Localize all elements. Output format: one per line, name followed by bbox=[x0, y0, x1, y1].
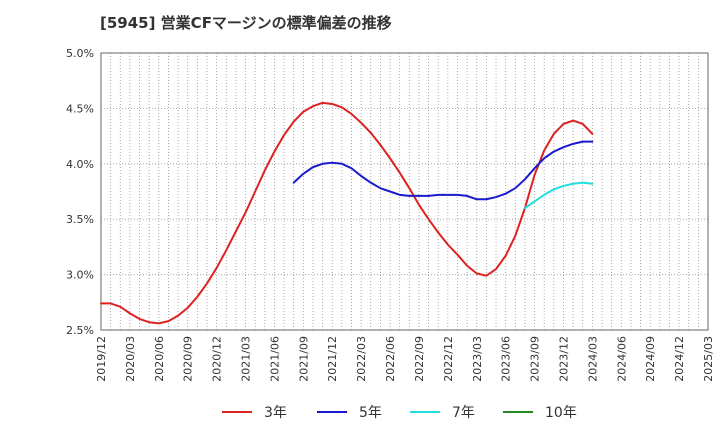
x-tick-label: 2022/03 bbox=[355, 336, 368, 382]
x-tick-label: 2023/12 bbox=[557, 336, 570, 382]
y-tick-label: 2.5% bbox=[66, 324, 94, 337]
x-tick-label: 2023/03 bbox=[471, 336, 484, 382]
y-tick-label: 4.5% bbox=[66, 102, 94, 115]
plot-area bbox=[100, 52, 709, 331]
x-tick-label: 2021/03 bbox=[240, 336, 253, 382]
x-tick-label: 2020/12 bbox=[211, 336, 224, 382]
y-tick-label: 5.0% bbox=[66, 47, 94, 60]
y-tick-label: 3.5% bbox=[66, 213, 94, 226]
x-tick-label: 2019/12 bbox=[95, 336, 108, 382]
x-tick-label: 2024/09 bbox=[644, 336, 657, 382]
legend-label: 10年 bbox=[545, 405, 577, 421]
x-tick-label: 2022/12 bbox=[442, 336, 455, 382]
legend-label: 7年 bbox=[452, 405, 475, 421]
x-tick-label: 2022/09 bbox=[413, 336, 426, 382]
x-tick-label: 2023/06 bbox=[500, 336, 513, 382]
x-tick-label: 2024/06 bbox=[615, 336, 628, 382]
x-tick-label: 2021/12 bbox=[326, 336, 339, 382]
y-tick-label: 4.0% bbox=[66, 158, 94, 171]
legend-label: 5年 bbox=[359, 405, 382, 421]
y-tick-label: 3.0% bbox=[66, 269, 94, 282]
x-tick-label: 2023/09 bbox=[529, 336, 542, 382]
x-tick-label: 2022/06 bbox=[384, 336, 397, 382]
x-tick-label: 2024/12 bbox=[673, 336, 686, 382]
x-tick-label: 2024/03 bbox=[586, 336, 599, 382]
chart-title: [5945] 営業CFマージンの標準偏差の推移 bbox=[100, 14, 392, 32]
legend-label: 3年 bbox=[264, 405, 287, 421]
x-tick-label: 2020/06 bbox=[153, 336, 166, 382]
series-line bbox=[292, 140, 594, 201]
x-tick-label: 2025/03 bbox=[702, 336, 715, 382]
x-tick-label: 2020/09 bbox=[182, 336, 195, 382]
series-line bbox=[100, 101, 594, 325]
x-tick-label: 2020/03 bbox=[124, 336, 137, 382]
x-tick-label: 2021/09 bbox=[297, 336, 310, 382]
x-tick-label: 2021/06 bbox=[268, 336, 281, 382]
series-line bbox=[523, 181, 594, 210]
